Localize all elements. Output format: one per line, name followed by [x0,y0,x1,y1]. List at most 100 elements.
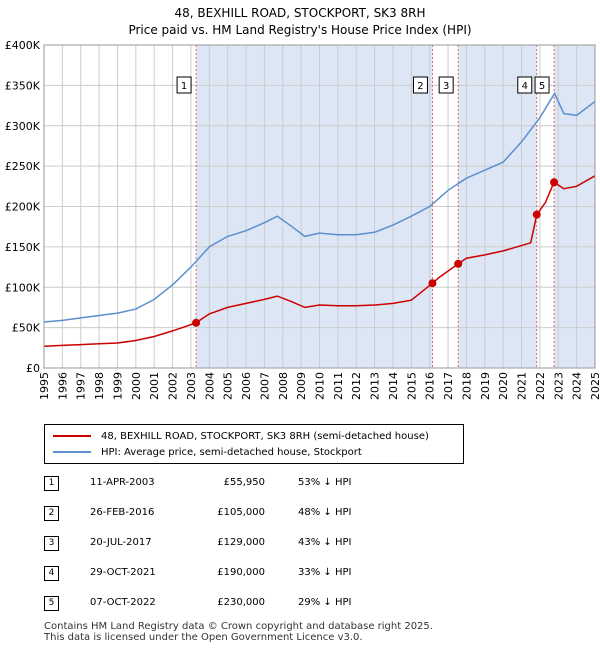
x-tick-label: 2018 [460,372,473,400]
table-row: 1 11-APR-2003 £55,950 53% ↓ HPI [0,473,600,501]
legend-red-swatch [53,435,91,437]
row-hpi: 43% ↓ HPI [298,537,352,548]
y-tick-label: £0 [26,362,40,375]
y-tick-label: £200K [5,201,41,214]
x-tick-label: 2001 [148,372,161,400]
y-tick-label: £150K [5,241,41,254]
x-tick-label: 2003 [185,372,198,400]
x-tick-label: 2004 [203,372,216,400]
legend-blue-entry: HPI: Average price, semi-detached house,… [53,445,362,459]
row-date: 26-FEB-2016 [90,507,155,518]
x-tick-label: 2000 [130,372,143,400]
x-tick-label: 2006 [240,372,253,400]
axes: £0 £50K £100K £150K £200K £250K £300K £350K £400… [5,39,600,400]
x-tick-label: 2021 [516,372,529,400]
row-number-badge: 3 [44,536,59,551]
x-tick-label: 2025 [589,372,600,400]
chart-title-subtitle: Price paid vs. HM Land Registry's House … [128,23,472,37]
x-tick-label: 2011 [332,372,345,400]
x-tick-label: 2017 [442,372,455,400]
sale-point [550,178,559,187]
x-tick-label: 2019 [479,372,492,400]
table-row: 2 26-FEB-2016 £105,000 48% ↓ HPI [0,503,600,531]
row-number-badge: 5 [44,596,59,611]
sale-number-box [438,76,454,94]
sale-number-label: 1 [181,81,187,92]
x-tick-label: 1996 [56,372,69,400]
footer-copyright: Contains HM Land Registry data © Crown c… [44,621,433,632]
x-tick-label: 2007 [258,372,271,400]
x-tick-label: 1998 [93,372,106,400]
x-tick-label: 2012 [350,372,363,400]
row-hpi: 48% ↓ HPI [298,507,352,518]
row-price: £230,000 [217,597,265,608]
sale-number-box [412,76,428,94]
row-price: £129,000 [217,537,265,548]
x-tick-label: 1997 [75,372,88,400]
y-tick-label: £400K [5,39,41,52]
sale-point [192,318,201,327]
y-tick-label: £50K [12,322,41,335]
sale-points [192,178,559,327]
x-tick-label: 2013 [369,372,382,400]
footer: Contains HM Land Registry data © Crown c… [44,621,433,643]
legend-red-label: 48, BEXHILL ROAD, STOCKPORT, SK3 8RH (se… [101,430,429,442]
footer-licence: This data is licensed under the Open Gov… [44,632,363,643]
row-price: £55,950 [223,477,265,488]
x-tick-label: 2009 [295,372,308,400]
table-row: 3 20-JUL-2017 £129,000 43% ↓ HPI [0,533,600,561]
row-date: 29-OCT-2021 [90,567,156,578]
chart-title-address: 48, BEXHILL ROAD, STOCKPORT, SK3 8RH [174,6,426,20]
x-tick-label: 2002 [167,372,180,400]
table-row: 5 07-OCT-2022 £230,000 29% ↓ HPI [0,593,600,621]
x-tick-label: 2015 [405,372,418,400]
x-tick-label: 2020 [497,372,510,400]
sale-point [454,259,463,268]
sale-number-label: 5 [539,81,545,92]
x-tick-label: 2016 [424,372,437,400]
legend: 48, BEXHILL ROAD, STOCKPORT, SK3 8RH (se… [44,424,464,464]
sale-number-label: 3 [443,81,449,92]
row-date: 11-APR-2003 [90,477,155,488]
legend-blue-label: HPI: Average price, semi-detached house,… [101,446,362,458]
y-tick-label: £300K [5,120,41,133]
sale-number-box [534,76,550,94]
row-price: £190,000 [217,567,265,578]
sale-markers [195,45,555,368]
series-lines [43,91,596,347]
row-date: 07-OCT-2022 [90,597,156,608]
x-tick-label: 2008 [277,372,290,400]
x-tick-label: 2022 [534,372,547,400]
hpi-line [43,91,596,323]
row-hpi: 29% ↓ HPI [298,597,352,608]
y-tick-label: £350K [5,79,41,92]
row-number-badge: 1 [44,476,59,491]
x-tick-label: 2024 [571,372,584,400]
x-tick-label: 2010 [314,372,327,400]
x-tick-label: 2023 [552,372,565,400]
legend-blue-swatch [53,451,91,453]
table-row: 4 29-OCT-2021 £190,000 33% ↓ HPI [0,563,600,591]
x-tick-label: 1999 [111,372,124,400]
legend-red-entry: 48, BEXHILL ROAD, STOCKPORT, SK3 8RH (se… [53,429,429,443]
x-tick-label: 2014 [387,372,400,400]
row-hpi: 53% ↓ HPI [298,477,352,488]
row-hpi: 33% ↓ HPI [298,567,352,578]
sale-number-label: 4 [522,81,528,92]
y-tick-label: £250K [5,160,41,173]
sale-number-label: 2 [417,81,423,92]
sale-number-box [176,76,192,94]
y-tick-label: £100K [5,281,41,294]
property-price-line [43,175,596,347]
row-number-badge: 2 [44,506,59,521]
row-number-badge: 4 [44,566,59,581]
sale-point [532,210,541,219]
plot-frame [43,44,596,369]
sale-point [428,279,437,288]
x-tick-label: 1995 [38,372,51,400]
sale-number-box [517,76,533,94]
row-date: 20-JUL-2017 [90,537,152,548]
row-price: £105,000 [217,507,265,518]
